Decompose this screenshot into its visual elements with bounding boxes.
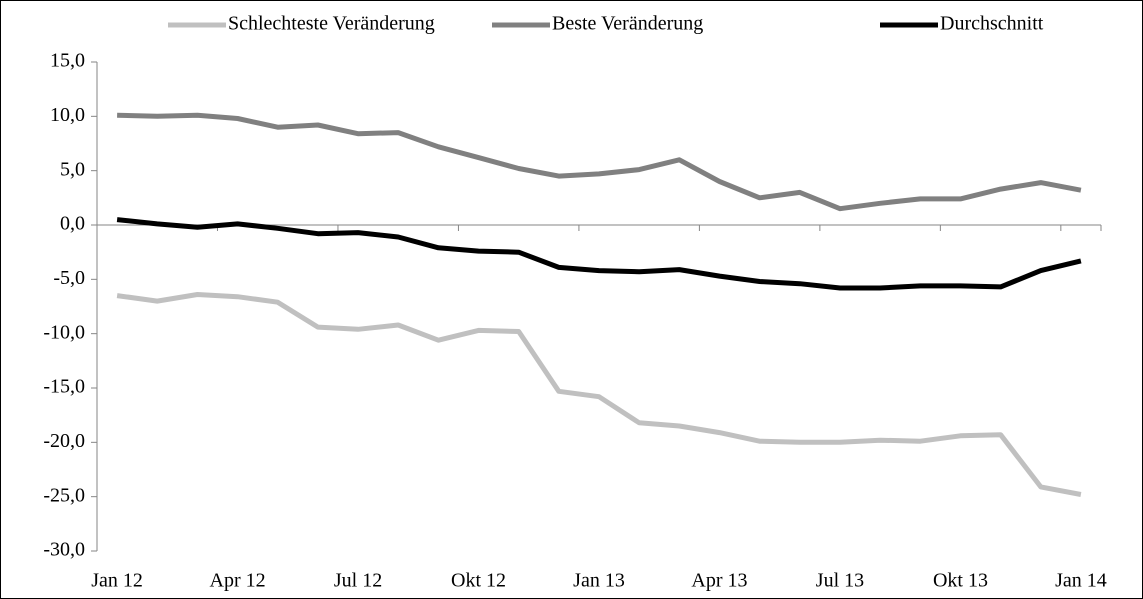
legend-label: Schlechteste Veränderung: [228, 13, 435, 35]
series-line: [117, 112, 1082, 212]
y-tick-label: -30,0: [43, 539, 85, 561]
y-tick-label: -20,0: [43, 430, 85, 452]
x-tick-label: Apr 12: [210, 570, 266, 592]
legend-label: Durchschnitt: [940, 13, 1044, 35]
x-tick-label: Okt 13: [933, 570, 988, 592]
y-tick-label: 0,0: [60, 213, 85, 235]
x-tick-label: Jan 12: [91, 570, 143, 592]
x-tick-label: Apr 13: [691, 570, 747, 592]
x-tick-label: Okt 12: [451, 570, 506, 592]
y-tick-label: 5,0: [60, 158, 85, 180]
x-tick-label: Jan 14: [1055, 570, 1107, 592]
y-tick-label: -5,0: [53, 267, 85, 289]
y-tick-label: 15,0: [50, 50, 85, 72]
series-line: [116, 292, 1082, 497]
x-tick-label: Jan 13: [573, 570, 625, 592]
series-line: [116, 217, 1082, 291]
legend-label: Beste Veränderung: [552, 13, 703, 35]
y-tick-label: -10,0: [43, 321, 85, 343]
x-tick-label: Jul 13: [816, 570, 864, 592]
y-tick-label: -15,0: [43, 376, 85, 398]
x-tick-label: Jul 12: [334, 570, 382, 592]
y-tick-label: -25,0: [43, 484, 85, 506]
y-tick-label: 10,0: [50, 104, 85, 126]
